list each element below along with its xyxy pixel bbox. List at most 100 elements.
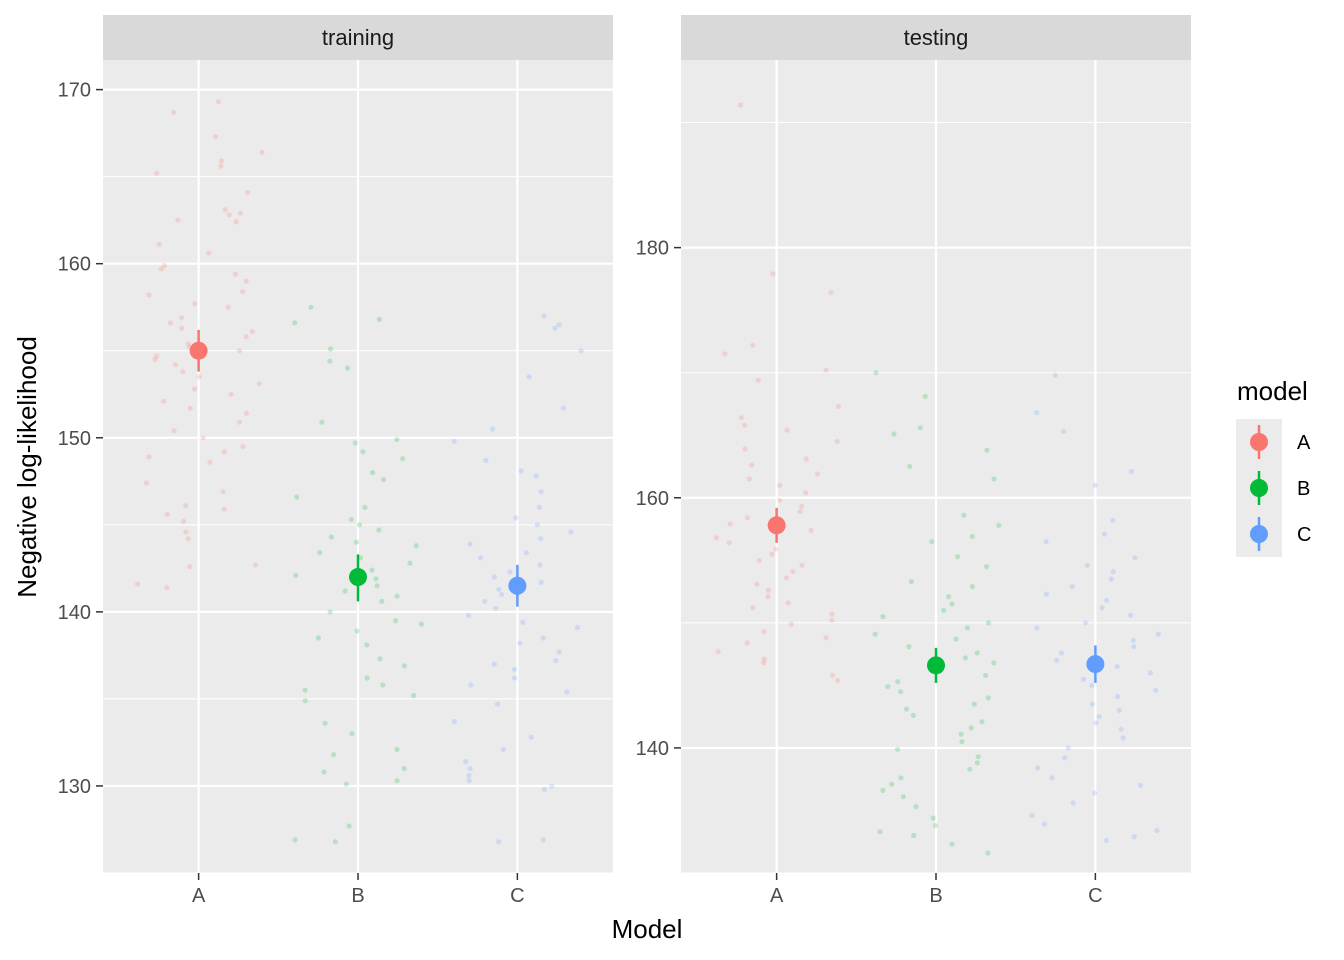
data-point-C [1128, 468, 1134, 475]
data-point-A [830, 672, 836, 679]
data-point-B [327, 609, 333, 615]
data-point-B [411, 692, 417, 699]
data-point-C [1062, 755, 1068, 761]
data-point-C [1154, 827, 1160, 834]
data-point-B [968, 725, 974, 731]
data-point-C [1101, 531, 1107, 537]
data-point-A [746, 476, 753, 482]
data-point-B [327, 358, 333, 364]
data-point-A [765, 594, 771, 600]
data-point-C [490, 426, 496, 432]
data-point-B [922, 393, 928, 400]
data-point-A [207, 459, 213, 465]
data-point-A [220, 489, 226, 495]
data-point-C [451, 718, 457, 725]
data-point-C [1092, 790, 1098, 796]
data-point-B [294, 494, 300, 500]
data-point-A [222, 207, 228, 213]
data-point-B [352, 440, 358, 446]
data-point-C [1155, 631, 1161, 637]
testing-y-axis: 140 160 180 [636, 238, 681, 760]
data-point-A [164, 584, 170, 591]
data-point-B [964, 625, 971, 631]
data-point-C [526, 374, 532, 380]
data-point-C [540, 635, 546, 641]
data-point-C [556, 649, 562, 655]
data-point-B [354, 628, 360, 634]
data-point-C [496, 586, 502, 592]
data-point-C [556, 322, 562, 328]
data-point-B [407, 560, 413, 566]
testing-strip-label: testing [904, 25, 969, 50]
data-point-C [513, 515, 519, 521]
data-point-A [797, 508, 803, 515]
data-point-B [913, 804, 919, 810]
data-point-B [342, 588, 348, 594]
data-point-B [985, 620, 992, 626]
data-point-B [369, 567, 375, 573]
data-point-B [321, 769, 327, 775]
data-point-B [953, 636, 959, 642]
data-point-B [946, 594, 952, 600]
data-point-C [1035, 765, 1041, 771]
data-point-A [259, 149, 265, 155]
data-point-A [243, 334, 249, 340]
data-point-A [754, 581, 760, 587]
data-point-A [814, 471, 821, 477]
data-point-B [348, 517, 354, 523]
data-point-C [534, 522, 540, 528]
data-point-A [167, 320, 173, 326]
data-point-B [898, 689, 904, 695]
data-point-A [245, 189, 251, 195]
data-point-A [185, 341, 191, 347]
testing-summaries [767, 507, 1105, 683]
data-point-A [179, 325, 185, 331]
data-point-B [343, 781, 349, 787]
data-point-B [344, 365, 351, 371]
data-point-C [1114, 664, 1120, 670]
data-point-B [364, 642, 370, 648]
data-point-C [1153, 687, 1159, 694]
data-point-B [319, 419, 325, 425]
data-point-B [376, 316, 382, 322]
data-point-A [835, 403, 842, 410]
legend-title: model [1237, 376, 1308, 406]
data-point-C [528, 734, 534, 740]
data-point-B [376, 527, 382, 533]
data-point-A [799, 562, 805, 568]
data-point-A [226, 212, 232, 218]
data-point-B [362, 504, 368, 510]
data-point-B [983, 672, 989, 679]
data-point-B [317, 550, 323, 556]
data-point-A [240, 288, 246, 295]
data-point-B [962, 655, 969, 661]
data-point-C [1089, 682, 1095, 689]
data-point-C [494, 701, 501, 707]
data-point-A [183, 503, 189, 509]
data-point-A [834, 438, 840, 445]
data-point-A [256, 381, 262, 387]
data-point-C [1115, 694, 1121, 700]
data-point-B [377, 656, 383, 662]
data-point-B [380, 477, 387, 483]
data-point-A [742, 446, 748, 452]
mean-point-A [767, 516, 786, 535]
data-point-A [191, 386, 198, 392]
data-point-C [536, 504, 543, 510]
data-point-B [873, 370, 879, 376]
data-point-C [1118, 726, 1124, 732]
data-point-C [540, 837, 546, 843]
data-point-B [975, 754, 981, 760]
data-point-C [478, 555, 484, 561]
data-point-C [1041, 821, 1047, 827]
data-point-B [302, 687, 308, 693]
data-point-C [493, 605, 499, 612]
data-point-B [880, 787, 886, 794]
data-point-B [374, 583, 380, 589]
data-point-C [1069, 584, 1075, 590]
data-point-A [221, 506, 227, 512]
data-point-C [1058, 650, 1064, 656]
data-point-C [1093, 720, 1099, 726]
x-tick-label: B [929, 885, 942, 907]
data-point-C [1110, 517, 1116, 523]
